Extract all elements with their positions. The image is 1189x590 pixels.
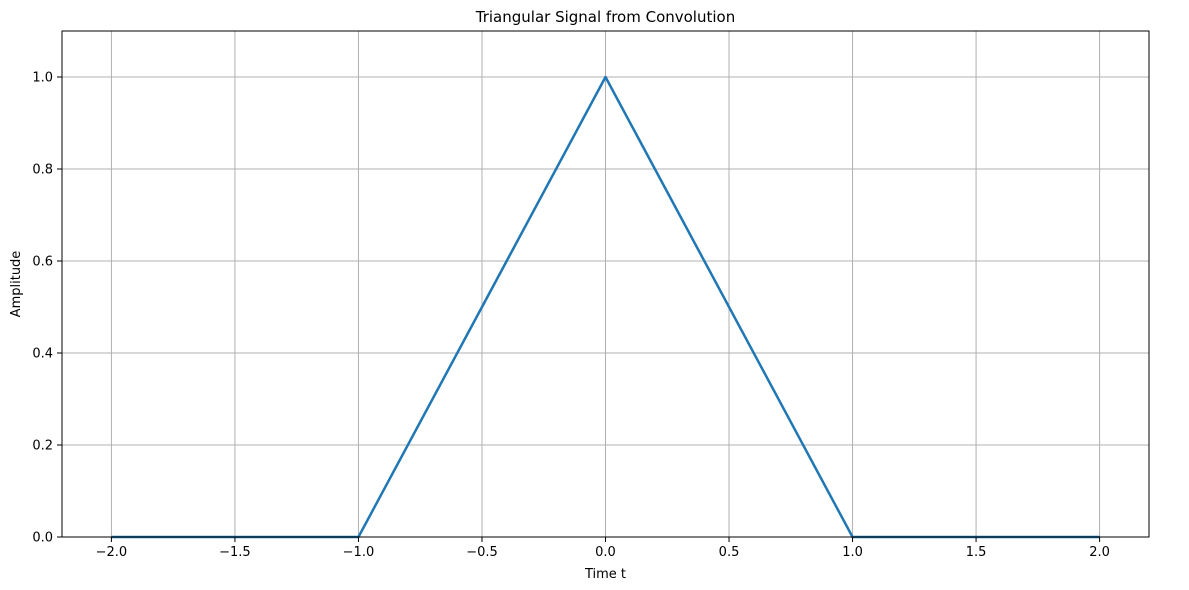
grid (62, 31, 1149, 538)
y-tick-label: 0.6 (32, 255, 53, 270)
x-tick-label: 0.0 (595, 545, 616, 560)
y-tick-label: 0.4 (32, 347, 53, 362)
y-tick-label: 0.2 (32, 439, 53, 454)
chart-title: Triangular Signal from Convolution (475, 8, 735, 26)
y-tick-label: 0.0 (32, 531, 53, 546)
x-tick-label: 0.5 (719, 545, 740, 560)
x-tick-label: −0.5 (466, 545, 498, 560)
x-tick-label: −1.0 (343, 545, 375, 560)
x-tick-label: 1.5 (966, 545, 987, 560)
x-tick-label: −2.0 (96, 545, 128, 560)
x-tick-label: 2.0 (1089, 545, 1110, 560)
x-tick-label: 1.0 (842, 545, 863, 560)
x-tick-label: −1.5 (219, 545, 251, 560)
y-tick-label: 1.0 (32, 71, 53, 86)
y-tick-label: 0.8 (32, 163, 53, 178)
ticks: −2.0 −1.5 −1.0 −0.5 0.0 0.5 1.0 1.5 2.0 0.0 0.2 0.4… (32, 71, 1110, 561)
x-axis-label: Time t (584, 567, 626, 582)
y-axis-label: Amplitude (9, 251, 24, 318)
